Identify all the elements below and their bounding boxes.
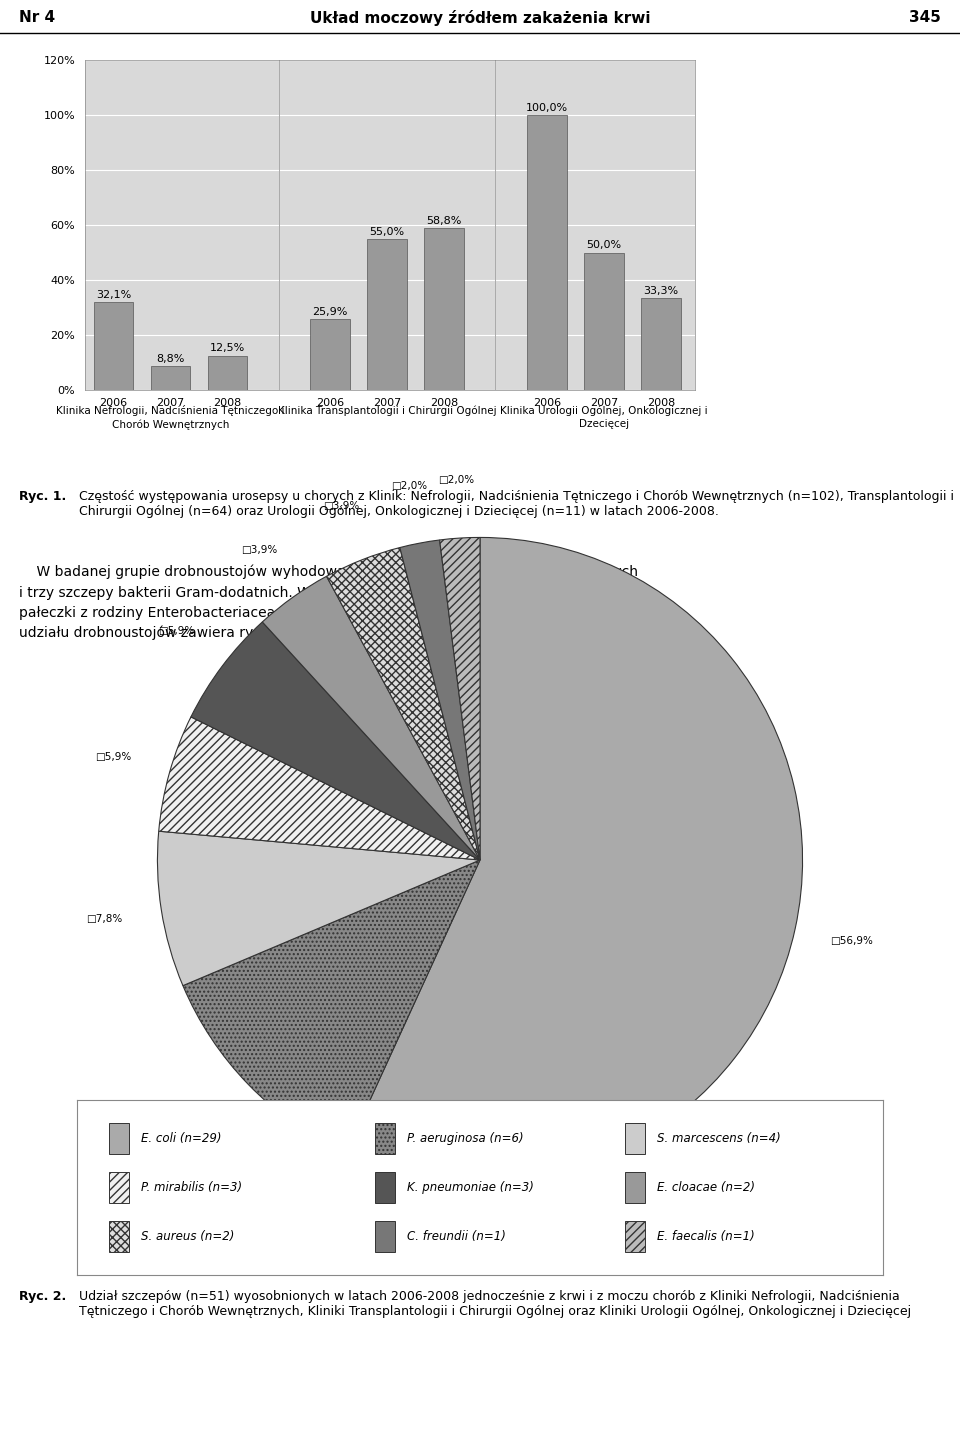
Text: 33,3%: 33,3% [643, 286, 679, 296]
Bar [151, 365, 190, 390]
Text: □2,0%: □2,0% [438, 475, 474, 485]
Text: P. mirabilis (n=3): P. mirabilis (n=3) [141, 1180, 243, 1193]
Bar [93, 302, 133, 390]
Wedge shape [326, 547, 480, 860]
Text: 50,0%: 50,0% [587, 241, 621, 250]
Text: Nr 4: Nr 4 [19, 10, 56, 25]
Text: □11,8%: □11,8% [185, 1120, 228, 1130]
Text: E. coli (n=29): E. coli (n=29) [141, 1131, 222, 1144]
Text: Ryc. 2.: Ryc. 2. [19, 1290, 66, 1303]
Wedge shape [191, 622, 480, 860]
FancyBboxPatch shape [109, 1172, 130, 1203]
Text: P. aeruginosa (n=6): P. aeruginosa (n=6) [407, 1131, 524, 1144]
Text: E. cloacae (n=2): E. cloacae (n=2) [658, 1180, 756, 1193]
Text: C. freundii (n=1): C. freundii (n=1) [407, 1229, 506, 1242]
FancyBboxPatch shape [625, 1172, 645, 1203]
FancyBboxPatch shape [109, 1123, 130, 1154]
Text: S. marcescens (n=4): S. marcescens (n=4) [658, 1131, 781, 1144]
Text: K. pneumoniae (n=3): K. pneumoniae (n=3) [407, 1180, 535, 1193]
FancyBboxPatch shape [375, 1172, 396, 1203]
Text: Klinika Urologii Ogólnej, Onkologicznej i
Dzecięcej: Klinika Urologii Ogólnej, Onkologicznej … [500, 405, 708, 429]
Bar [527, 115, 566, 390]
FancyBboxPatch shape [625, 1123, 645, 1154]
FancyBboxPatch shape [109, 1221, 130, 1253]
Text: 25,9%: 25,9% [312, 306, 348, 316]
Bar [367, 238, 407, 390]
Wedge shape [157, 831, 480, 986]
Text: S. aureus (n=2): S. aureus (n=2) [141, 1229, 234, 1242]
Text: 55,0%: 55,0% [370, 227, 405, 237]
Bar [641, 299, 681, 390]
Bar [310, 319, 350, 390]
Bar [207, 355, 248, 390]
Text: Klinika Nefrologii, Nadciśnienia Tętniczego i
Chorób Wewnętrznych: Klinika Nefrologii, Nadciśnienia Tętnicz… [57, 405, 285, 430]
Text: Częstość występowania urosepsy u chorych z Klinik: Nefrologii, Nadciśnienia Tętn: Częstość występowania urosepsy u chorych… [79, 491, 954, 518]
Text: 345: 345 [909, 10, 941, 25]
Text: Klinika Transplantologii i Chirurgii Ogólnej: Klinika Transplantologii i Chirurgii Ogó… [277, 405, 496, 416]
FancyBboxPatch shape [375, 1221, 396, 1253]
Text: W badanej grupie drobnoustojów wyhodowano 48 szczepów pałeczek Gram-ujemnych
i t: W badanej grupie drobnoustojów wyhodowan… [19, 566, 645, 641]
Bar [424, 228, 464, 390]
Wedge shape [400, 540, 480, 860]
Text: □56,9%: □56,9% [830, 937, 874, 947]
Text: 12,5%: 12,5% [210, 343, 245, 354]
Text: Ryc. 1.: Ryc. 1. [19, 491, 66, 504]
FancyBboxPatch shape [625, 1221, 645, 1253]
Text: 32,1%: 32,1% [96, 290, 132, 300]
Wedge shape [158, 717, 480, 860]
Text: Układ moczowy źródłem zakażenia krwi: Układ moczowy źródłem zakażenia krwi [310, 10, 650, 26]
Text: 8,8%: 8,8% [156, 354, 184, 364]
Text: Udział szczepów (n=51) wyosobnionych w latach 2006-2008 jednocześnie z krwi i z : Udział szczepów (n=51) wyosobnionych w l… [79, 1290, 911, 1317]
Text: □2,0%: □2,0% [391, 481, 427, 491]
Text: □7,8%: □7,8% [85, 913, 122, 924]
Text: 58,8%: 58,8% [426, 216, 462, 227]
Bar [584, 253, 624, 390]
Text: □3,9%: □3,9% [241, 545, 277, 556]
Wedge shape [440, 537, 480, 860]
Text: □3,9%: □3,9% [323, 501, 359, 511]
Text: 100,0%: 100,0% [526, 102, 567, 113]
Wedge shape [183, 860, 480, 1153]
Text: □5,9%: □5,9% [95, 752, 132, 762]
FancyBboxPatch shape [375, 1123, 396, 1154]
Text: E. faecalis (n=1): E. faecalis (n=1) [658, 1229, 756, 1242]
Text: □5,9%: □5,9% [157, 626, 194, 636]
Wedge shape [346, 537, 803, 1183]
Wedge shape [262, 576, 480, 860]
